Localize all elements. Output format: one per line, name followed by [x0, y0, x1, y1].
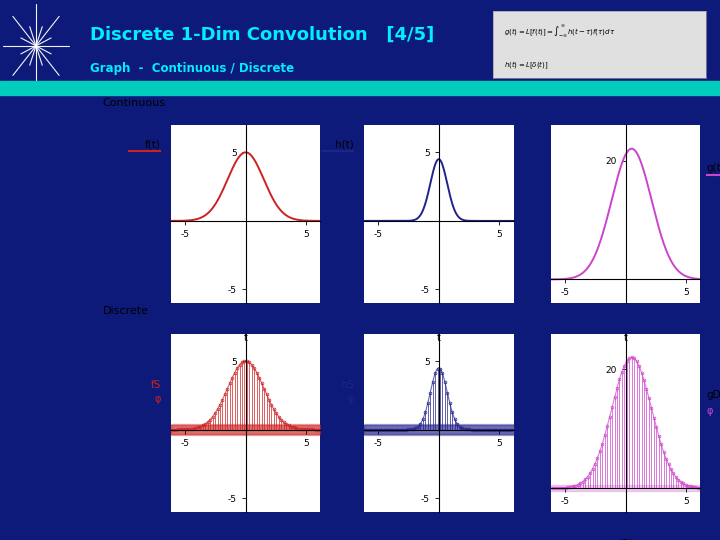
- Text: t: t: [244, 333, 248, 343]
- Bar: [551, 485, 701, 491]
- Text: g(t): g(t): [706, 164, 720, 173]
- Text: f(t): f(t): [145, 139, 161, 150]
- Text: $g(t)=L[f(t)]=\int_{-\infty}^{\infty}h(t-\tau)f(\tau)d\tau$: $g(t)=L[f(t)]=\int_{-\infty}^{\infty}h(t…: [504, 23, 615, 39]
- Text: Graph  -  Continuous / Discrete: Graph - Continuous / Discrete: [90, 63, 294, 76]
- Text: Discrete 1-Dim Convolution   [4/5]: Discrete 1-Dim Convolution [4/5]: [90, 26, 434, 44]
- Text: Continuous: Continuous: [102, 98, 166, 107]
- Text: φ: φ: [348, 394, 354, 404]
- Text: Discrete: Discrete: [102, 306, 148, 316]
- Text: tDi: tDi: [618, 539, 633, 540]
- Text: φ: φ: [155, 394, 161, 404]
- Text: h(t): h(t): [336, 139, 354, 150]
- Bar: [171, 424, 320, 435]
- Text: φ: φ: [706, 406, 713, 416]
- Text: gDi: gDi: [706, 390, 720, 400]
- Text: hS: hS: [341, 380, 354, 390]
- Text: t: t: [624, 333, 628, 343]
- Text: fS: fS: [150, 380, 161, 390]
- Bar: [364, 424, 513, 435]
- Text: t: t: [437, 333, 441, 343]
- Text: $h(t)=L[\delta(t)]$: $h(t)=L[\delta(t)]$: [504, 59, 549, 71]
